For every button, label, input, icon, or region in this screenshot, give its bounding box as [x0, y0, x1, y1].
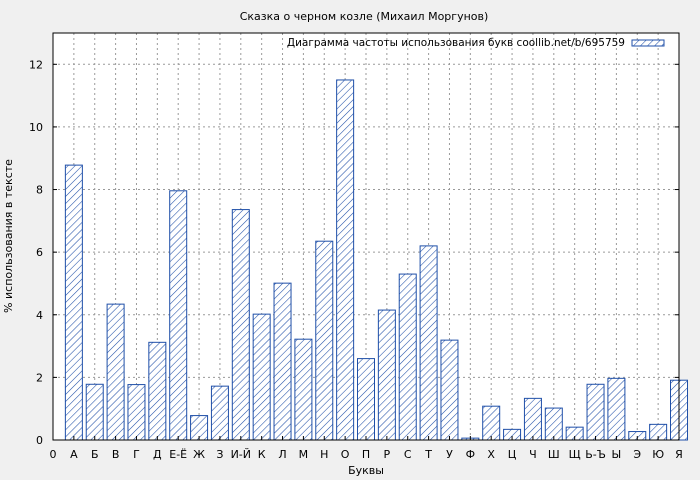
bar	[273, 282, 292, 441]
bar	[440, 339, 459, 441]
y-tick-label: 0	[36, 434, 43, 447]
x-origin-label: 0	[50, 448, 57, 461]
x-tick-label: Ф	[466, 448, 475, 461]
bar	[148, 341, 167, 441]
bar	[419, 245, 438, 441]
bar	[336, 79, 355, 441]
x-tick-label: М	[299, 448, 309, 461]
x-tick-label: О	[341, 448, 350, 461]
y-tick-label: 6	[36, 246, 43, 259]
x-tick-label: Я	[675, 448, 683, 461]
bar	[544, 407, 563, 441]
bar	[106, 303, 125, 441]
bar	[64, 164, 83, 441]
bar	[294, 338, 313, 441]
bar	[607, 377, 626, 441]
x-tick-label: Н	[320, 448, 328, 461]
x-tick-label: Щ	[569, 448, 581, 461]
x-tick-label: Ю	[652, 448, 664, 461]
x-tick-label: Р	[384, 448, 391, 461]
y-tick-label: 2	[36, 371, 43, 384]
x-tick-label: Ч	[529, 448, 537, 461]
bar	[586, 383, 605, 441]
x-tick-label: Г	[133, 448, 140, 461]
x-tick-label: К	[258, 448, 266, 461]
x-tick-label: З	[216, 448, 223, 461]
bar	[85, 383, 104, 441]
x-tick-label: И-Й	[231, 448, 251, 461]
bar	[523, 397, 542, 441]
x-tick-label: Ы	[612, 448, 622, 461]
y-tick-label: 10	[29, 121, 43, 134]
x-tick-label: Ц	[508, 448, 517, 461]
x-tick-label: Д	[153, 448, 162, 461]
y-tick-label: 12	[29, 58, 43, 71]
x-tick-label: Б	[91, 448, 99, 461]
x-tick-label: У	[446, 448, 453, 461]
legend-label: Диаграмма частоты использования букв coo…	[287, 37, 625, 49]
bar	[252, 313, 271, 441]
legend-swatch	[631, 39, 665, 47]
x-axis-label: Буквы	[348, 464, 384, 477]
bar	[231, 209, 250, 441]
x-tick-label: П	[362, 448, 370, 461]
x-tick-label: Ж	[193, 448, 205, 461]
bar	[169, 190, 188, 441]
bar	[377, 309, 396, 441]
chart-title: Сказка о черном козле (Михаил Моргунов)	[240, 10, 489, 23]
bar	[398, 273, 417, 441]
x-tick-label: Ь-Ъ	[585, 448, 606, 461]
y-tick-label: 4	[36, 309, 43, 322]
x-tick-label: В	[112, 448, 120, 461]
x-tick-label: Э	[633, 448, 641, 461]
x-tick-label: Ш	[548, 448, 560, 461]
x-tick-label: А	[70, 448, 78, 461]
bar	[127, 384, 146, 441]
x-tick-label: Л	[278, 448, 286, 461]
grid	[53, 33, 680, 440]
legend: Диаграмма частоты использования букв coo…	[287, 37, 665, 49]
x-tick-label: Х	[487, 448, 495, 461]
y-axis-label: % использования в тексте	[2, 159, 15, 313]
bar	[210, 385, 229, 441]
y-tick-label: 8	[36, 184, 43, 197]
bar	[482, 405, 501, 441]
x-tick-label: С	[404, 448, 412, 461]
x-tick-label: Е-Ё	[169, 448, 187, 461]
x-tick-label: Т	[424, 448, 432, 461]
bar	[315, 240, 334, 441]
bar	[357, 358, 375, 441]
